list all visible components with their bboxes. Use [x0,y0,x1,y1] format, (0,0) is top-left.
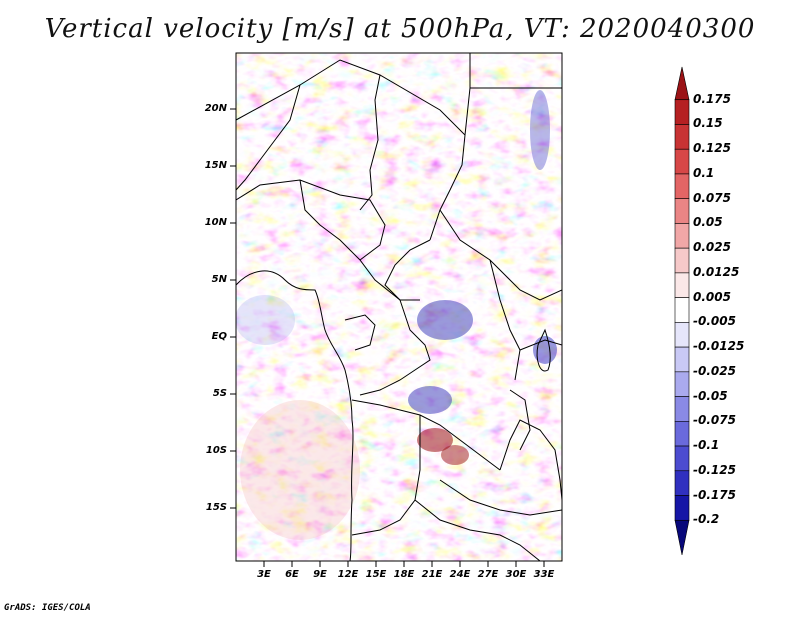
colorbar-bottom-triangle [674,519,690,556]
lon-label-30e: 30E [505,569,527,580]
colorbar-swatch [674,198,690,224]
lon-label-21e: 21E [421,569,443,580]
lon-ticks [263,561,545,567]
colorbar-swatch [674,470,690,496]
colorbar-label: -0.1 [693,438,720,453]
colorbar-swatch [674,247,690,274]
colorbar-swatch [674,371,690,397]
colorbar-label: -0.025 [693,363,736,378]
lon-label-9e: 9E [313,569,327,580]
colorbar-label: -0.125 [693,462,736,477]
colorbar-swatch [674,272,690,298]
lat-label-10s: 10S [205,445,227,456]
lat-label-15n: 15N [204,160,227,171]
colorbar-label: 0.0125 [693,264,740,279]
lat-label-eq: EQ [211,331,227,342]
lat-label-5n: 5N [211,274,227,285]
lat-label-10n: 10N [204,217,227,228]
colorbar-label: 0.05 [693,215,723,230]
colorbar-swatch [674,297,690,323]
colorbar-swatch [674,173,690,199]
grads-credit: GrADS: IGES/COLA [4,603,91,613]
lat-label-15s: 15S [205,502,227,513]
lat-label-20n: 20N [204,103,227,114]
lon-label-3e: 3E [257,569,271,580]
colorbar [674,66,690,556]
lat-label-5s: 5S [212,388,227,399]
colorbar-swatch [674,322,690,348]
lon-label-12e: 12E [337,569,359,580]
colorbar-label: 0.005 [693,289,731,304]
colorbar-swatch [674,445,690,472]
colorbar-swatch [674,396,690,422]
lat-ticks [230,108,236,509]
chart-title: Vertical velocity [m/s] at 500hPa, VT: 2… [44,14,756,44]
colorbar-label: 0.125 [693,141,731,156]
velocity-field [236,53,562,561]
colorbar-swatch [674,148,690,175]
colorbar-label: -0.005 [693,314,736,329]
colorbar-swatch [674,223,690,249]
colorbar-swatch [674,421,690,447]
colorbar-label: 0.15 [693,116,723,131]
lon-label-24e: 24E [449,569,471,580]
country-borders [236,53,562,561]
lon-label-15e: 15E [365,569,387,580]
colorbar-swatch [674,99,690,125]
colorbar-swatch [674,124,690,150]
colorbar-label: 0.175 [693,91,731,106]
colorbar-label: 0.075 [693,190,731,205]
colorbar-label: 0.1 [693,165,715,180]
colorbar-label: -0.175 [693,487,736,502]
colorbar-label: 0.025 [693,240,731,255]
colorbar-label: -0.05 [693,388,728,403]
lon-label-33e: 33E [533,569,555,580]
lon-label-18e: 18E [393,569,415,580]
lon-label-27e: 27E [477,569,499,580]
map-frame [235,52,563,562]
lon-label-6e: 6E [285,569,299,580]
colorbar-top-triangle [674,66,690,101]
colorbar-swatch [674,346,690,373]
colorbar-label: -0.2 [693,512,720,527]
colorbar-label: -0.075 [693,413,736,428]
colorbar-label: -0.0125 [693,339,745,354]
colorbar-swatch [674,495,690,521]
